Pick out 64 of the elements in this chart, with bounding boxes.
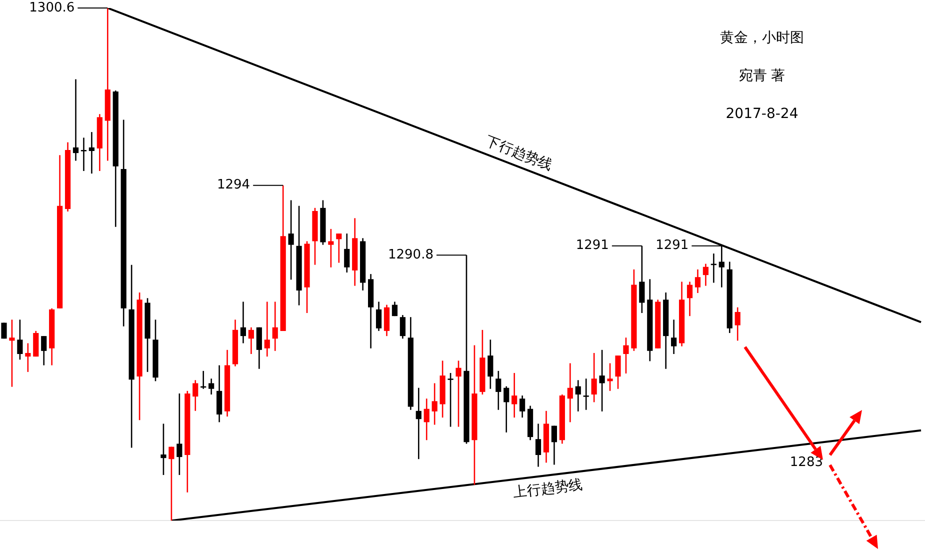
- candlestick: [344, 232, 350, 274]
- candlestick: [671, 319, 677, 355]
- candlestick: [694, 268, 701, 294]
- candlestick: [520, 394, 526, 418]
- annotation: 1290.8: [388, 247, 434, 262]
- text: 宛青 著: [738, 67, 786, 86]
- candlestick: [328, 228, 334, 268]
- annotation: 1291: [656, 238, 689, 254]
- candlestick: [432, 382, 438, 426]
- annotation: 1291: [576, 238, 609, 254]
- candlestick: [168, 446, 174, 522]
- candlestick: [17, 319, 23, 360]
- candlestick: [176, 392, 182, 476]
- candlestick: [591, 352, 597, 403]
- candlestick: [623, 336, 629, 374]
- candlestick: [240, 301, 246, 344]
- candlestick: [160, 423, 166, 476]
- candlestick: [488, 339, 494, 390]
- candlestick: [80, 137, 87, 172]
- candlestick: [72, 78, 79, 162]
- candlestick: [1, 322, 7, 340]
- candlestick: [33, 330, 39, 358]
- candlestick: [734, 306, 740, 342]
- candlestick: [583, 378, 589, 411]
- candlestick: [192, 380, 198, 412]
- candlestick: [607, 362, 613, 392]
- candlestick: [9, 319, 15, 388]
- annotation: 1294: [216, 178, 250, 193]
- candlestick: [376, 301, 382, 332]
- candlestick: [504, 386, 510, 434]
- candlestick: [535, 423, 542, 468]
- candlestick: [512, 372, 518, 418]
- candlestick: [41, 335, 47, 366]
- candlestick: [384, 304, 390, 337]
- candlestick: [208, 378, 214, 396]
- candlestick: [256, 326, 262, 370]
- candlestick: [416, 387, 422, 460]
- candlestick: [424, 398, 430, 441]
- candlestick: [288, 200, 294, 280]
- annotation: 1283: [790, 454, 823, 470]
- text: 下行趋势线: [483, 134, 554, 174]
- candlestick: [216, 364, 222, 423]
- candlestick: [702, 263, 709, 286]
- candlestick: [456, 360, 462, 428]
- candlestick: [248, 326, 254, 355]
- candlestick: [575, 380, 581, 412]
- candlestick: [686, 281, 693, 317]
- candlestick: [392, 301, 398, 317]
- text: 上行趋势线: [512, 476, 584, 502]
- candlestick: [25, 342, 31, 373]
- annotation: 2017-8-24: [724, 105, 800, 124]
- candlestick: [551, 425, 558, 466]
- candlestick: [615, 354, 621, 390]
- candlestick: [567, 362, 573, 423]
- text: 黄金，小时图: [719, 29, 805, 48]
- candlestick: [88, 131, 95, 174]
- candlestick: [496, 370, 502, 411]
- candlestick: [336, 232, 342, 264]
- candlestick: [448, 372, 454, 428]
- candlestick: [264, 301, 270, 358]
- candlestick: [400, 314, 406, 340]
- annotation: 1300.6: [29, 0, 75, 16]
- candlestick: [599, 349, 605, 412]
- candlestick: [272, 301, 278, 352]
